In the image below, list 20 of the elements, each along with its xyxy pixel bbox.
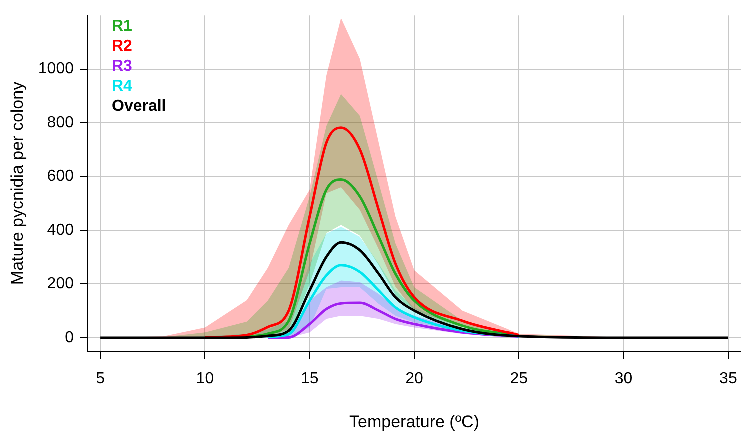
y-tick-label: 600 [47, 168, 74, 186]
x-tick-label: 10 [196, 370, 214, 388]
x-tick-label: 30 [614, 370, 633, 388]
y-tick-label: 0 [65, 329, 74, 346]
x-tick-label: 35 [720, 370, 738, 388]
x-tick-label: 20 [406, 370, 424, 388]
text: Overall [112, 98, 166, 116]
y-tick-label: 800 [47, 114, 74, 132]
text: R4 [112, 78, 133, 96]
x-tick-label: 15 [300, 370, 319, 388]
text: R2 [112, 38, 133, 56]
text: R3 [112, 58, 133, 76]
y-tick-label: 1000 [38, 60, 74, 78]
y-axis-title: Mature pycnidia per colony [8, 81, 27, 286]
x-tick-label: 5 [96, 370, 106, 388]
x-axis-title: Temperature (ºC) [350, 412, 480, 432]
text: R1 [112, 18, 133, 36]
y-tick-label: 400 [47, 222, 74, 239]
x-tick-label: 25 [510, 370, 528, 388]
y-tick-label: 200 [47, 276, 74, 293]
